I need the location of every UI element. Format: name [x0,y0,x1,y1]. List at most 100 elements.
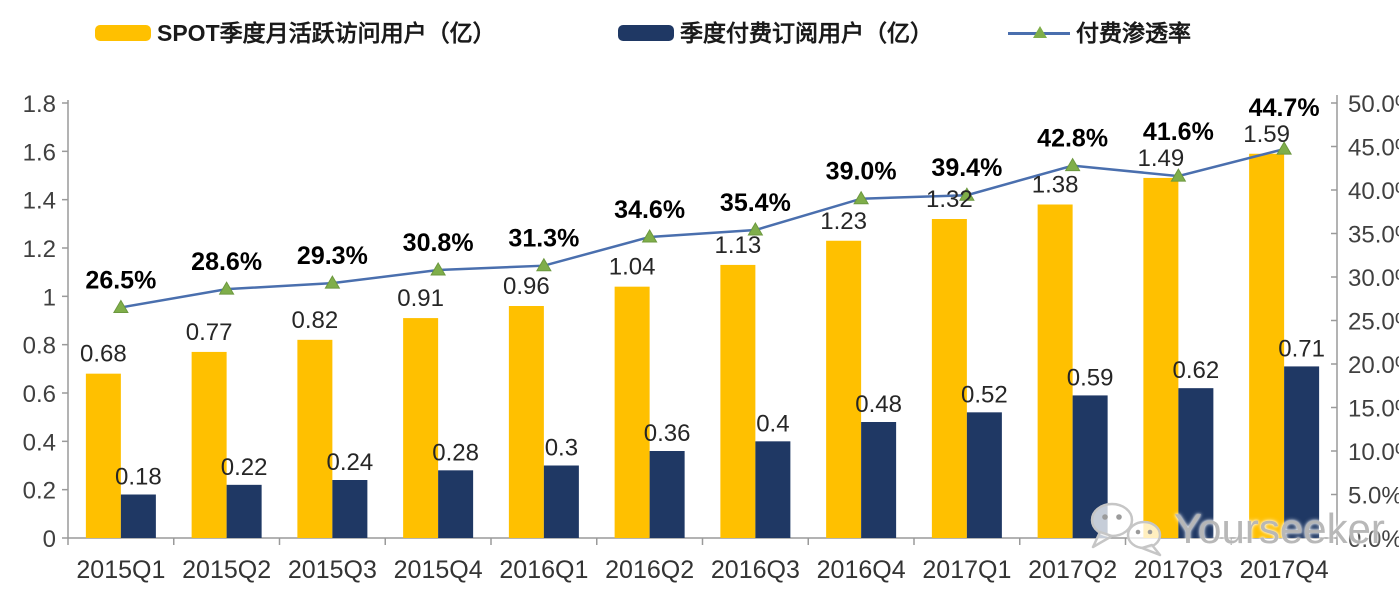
x-axis-label: 2017Q1 [922,556,1011,584]
x-axis-label: 2017Q3 [1134,556,1223,584]
bar-subscribers-2017Q2 [1072,395,1108,538]
bar-subscribers-2015Q4 [438,470,474,538]
legend-line-marker-icon [1008,25,1070,41]
label-penetration-2017Q1: 39.4% [931,154,1002,182]
bar-mau-2017Q3 [1143,177,1179,538]
label-subscribers-2015Q4: 0.28 [432,439,479,466]
label-mau-2015Q3: 0.82 [292,307,339,334]
right-axis-tick-label: 10.0% [1348,439,1399,466]
label-penetration-2017Q2: 42.8% [1037,125,1108,153]
label-penetration-2015Q4: 30.8% [403,229,474,257]
x-axis-label: 2015Q4 [394,556,483,584]
label-subscribers-2016Q1: 0.3 [545,435,578,462]
penetration-marker-2016Q3 [747,222,764,236]
penetration-marker-2017Q4 [1276,141,1292,155]
right-axis-tick-label: 25.0% [1348,309,1399,336]
label-penetration-2016Q4: 39.0% [826,158,897,186]
right-axis-tick-label: 0.0% [1348,526,1399,553]
legend-item-penetration: 付费渗透率 [1008,18,1191,48]
bar-mau-2015Q2 [191,351,227,538]
bar-mau-2016Q1 [508,306,544,538]
right-axis-tick-label: 30.0% [1348,265,1399,292]
label-penetration-2015Q3: 29.3% [297,242,368,270]
bar-subscribers-2016Q3 [755,441,791,538]
label-subscribers-2017Q4: 0.71 [1278,335,1325,362]
right-axis-tick-label: 15.0% [1348,396,1399,423]
label-mau-2017Q4: 1.59 [1243,121,1290,148]
bar-mau-2016Q2 [614,286,650,538]
bar-mau-2017Q2 [1037,204,1073,538]
bar-mau-2015Q4 [403,318,439,538]
label-subscribers-2016Q2: 0.36 [644,420,691,447]
label-subscribers-2017Q2: 0.59 [1067,364,1114,391]
label-mau-2016Q2: 1.04 [609,254,656,281]
penetration-marker-2017Q1 [959,187,975,201]
bar-mau-2016Q4 [826,240,862,538]
left-axis-tick-label: 0.4 [23,429,56,456]
penetration-marker-2017Q2 [1064,157,1081,172]
x-axis-label: 2017Q2 [1028,556,1117,584]
label-mau-2015Q1: 0.68 [80,341,127,368]
right-axis-tick-label: 20.0% [1348,352,1399,379]
right-axis-tick-label: 35.0% [1348,222,1399,249]
label-mau-2016Q4: 1.23 [820,208,867,235]
label-mau-2017Q2: 1.38 [1032,172,1079,199]
left-axis-tick-label: 1.4 [23,188,56,215]
label-mau-2015Q2: 0.77 [186,319,233,346]
left-axis-tick-label: 0.6 [23,381,56,408]
legend-swatch-mau-icon [95,25,151,41]
label-penetration-2016Q1: 31.3% [508,225,579,253]
legend-label-subscribers: 季度付费订阅用户（亿） [680,20,933,46]
left-axis-tick-label: 0.2 [23,478,56,505]
triangle-marker-icon [1033,26,1047,38]
bar-mau-2016Q3 [720,264,756,538]
bar-subscribers-2015Q3 [332,480,368,538]
label-mau-2015Q4: 0.91 [397,285,444,312]
penetration-marker-2015Q4 [430,262,446,276]
x-axis-label: 2016Q4 [817,556,906,584]
left-axis-tick-label: 1.6 [23,139,56,166]
x-axis-label: 2015Q2 [182,556,271,584]
penetration-marker-2015Q3 [324,275,341,289]
label-mau-2017Q1: 1.32 [926,186,973,213]
x-axis-label: 2016Q2 [605,556,694,584]
right-axis-tick-label: 5.0% [1348,483,1399,510]
penetration-marker-2016Q2 [641,228,658,243]
legend-swatch-subscribers-icon [618,25,674,41]
legend-item-subscribers: 季度付费订阅用户（亿） [618,18,933,48]
penetration-marker-2017Q3 [1170,168,1187,182]
left-axis-tick-label: 1 [43,284,56,311]
bar-subscribers-2017Q1 [966,412,1002,538]
label-penetration-2017Q3: 41.6% [1143,118,1214,146]
penetration-marker-2016Q1 [536,257,552,272]
x-axis-label: 2015Q3 [288,556,377,584]
label-subscribers-2017Q1: 0.52 [961,381,1008,408]
bar-subscribers-2015Q1 [120,494,156,538]
bar-subscribers-2017Q3 [1178,388,1214,538]
bar-mau-2017Q1 [931,219,967,538]
bar-subscribers-2016Q1 [543,465,579,538]
x-axis-label: 2015Q1 [76,556,165,584]
x-axis-label: 2016Q3 [711,556,800,584]
x-axis-label: 2016Q1 [499,556,588,584]
label-penetration-2016Q2: 34.6% [614,196,685,224]
left-axis-tick-label: 1.2 [23,236,56,263]
bar-subscribers-2016Q4 [861,422,897,538]
right-axis-tick-label: 50.0% [1348,91,1399,118]
legend-label-penetration: 付费渗透率 [1076,20,1191,46]
bar-subscribers-2015Q2 [226,484,262,538]
label-penetration-2017Q4: 44.7% [1249,94,1320,122]
label-penetration-2016Q3: 35.4% [720,189,791,217]
label-mau-2016Q1: 0.96 [503,273,550,300]
label-penetration-2015Q2: 28.6% [191,248,262,276]
x-axis-label: 2017Q4 [1240,556,1329,584]
label-subscribers-2015Q1: 0.18 [115,464,162,491]
left-axis-tick-label: 1.8 [23,91,56,118]
bar-subscribers-2016Q2 [649,451,685,538]
left-axis-tick-label: 0 [43,526,56,553]
left-axis-tick-label: 0.8 [23,333,56,360]
legend-item-mau: SPOT季度月活跃访问用户（亿） [95,18,496,48]
bar-mau-2015Q1 [85,373,121,538]
label-subscribers-2016Q4: 0.48 [855,391,902,418]
